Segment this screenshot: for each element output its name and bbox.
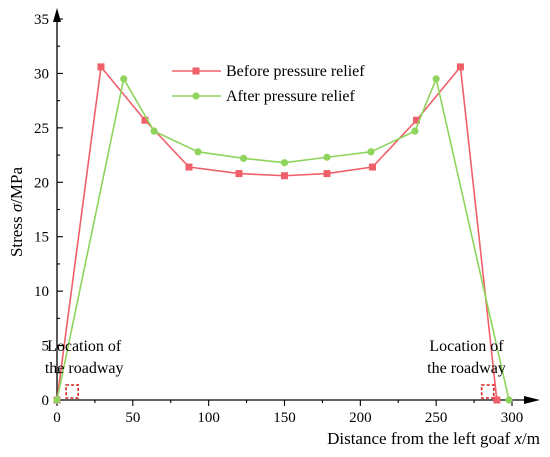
data-point-before <box>456 63 464 71</box>
data-point-before <box>185 163 193 171</box>
x-tick-label: 100 <box>197 410 220 426</box>
data-point-before <box>412 116 420 124</box>
y-tick-label: 5 <box>42 339 50 355</box>
annotation-location-roadway-1: Location of <box>429 338 504 355</box>
x-axis-title: Distance from the left goaf x/m <box>327 429 540 448</box>
x-axis-title-suffix: /m <box>522 429 540 448</box>
x-axis-title-prefix: Distance from the left goaf <box>327 429 514 448</box>
x-tick-label: 250 <box>425 410 448 426</box>
x-axis-arrow <box>524 396 540 404</box>
data-point-after <box>280 159 289 167</box>
data-point-after <box>505 396 513 404</box>
data-point-after <box>53 396 61 404</box>
y-tick-label: 25 <box>34 121 49 137</box>
legend-label-after: After pressure relief <box>226 88 355 105</box>
annotation-location-roadway-0: the roadway <box>45 360 124 377</box>
y-axis-title-prefix: Stress <box>7 212 26 257</box>
legend-label-before: Before pressure relief <box>226 63 365 80</box>
y-axis-title: Stress σ/MPa <box>7 166 26 257</box>
y-tick-label: 20 <box>34 175 49 191</box>
y-axis-title-suffix: /MPa <box>7 166 26 203</box>
annotation-location-roadway-1: the roadway <box>427 360 506 377</box>
y-tick-label: 30 <box>34 66 49 82</box>
data-point-after <box>432 75 440 83</box>
x-tick-label: 300 <box>501 410 524 426</box>
legend-marker-after <box>192 92 200 100</box>
roadway-marker-1 <box>480 384 495 399</box>
data-point-after <box>411 127 419 135</box>
x-axis-title-var: x <box>514 429 523 448</box>
x-tick-label: 200 <box>349 410 372 426</box>
y-tick-label: 35 <box>34 12 49 28</box>
y-tick-label: 15 <box>34 230 49 246</box>
data-point-before <box>281 172 288 180</box>
data-point-after <box>150 127 158 135</box>
legend: Before pressure relief After pressure re… <box>172 63 365 105</box>
data-point-before <box>235 170 243 178</box>
data-point-before <box>493 396 501 404</box>
x-tick-label: 0 <box>53 410 61 426</box>
x-tick-label: 50 <box>125 410 140 426</box>
roadway-marker-0 <box>65 384 80 399</box>
y-tick-label: 10 <box>34 284 49 300</box>
legend-marker-before <box>192 67 200 75</box>
data-point-before <box>323 170 331 178</box>
data-point-after <box>323 153 331 161</box>
data-point-after <box>367 148 375 156</box>
data-point-before <box>97 63 105 71</box>
data-point-before <box>141 116 149 124</box>
data-point-after <box>239 154 248 162</box>
data-point-after <box>194 148 202 156</box>
data-point-before <box>368 163 376 171</box>
annotation-location-roadway-0: Location of <box>47 338 122 355</box>
y-axis-arrow <box>53 8 61 22</box>
y-tick-label: 0 <box>42 393 50 409</box>
x-tick-label: 150 <box>273 410 296 426</box>
data-point-after <box>120 75 128 83</box>
y-axis-title-var: σ <box>7 203 26 212</box>
